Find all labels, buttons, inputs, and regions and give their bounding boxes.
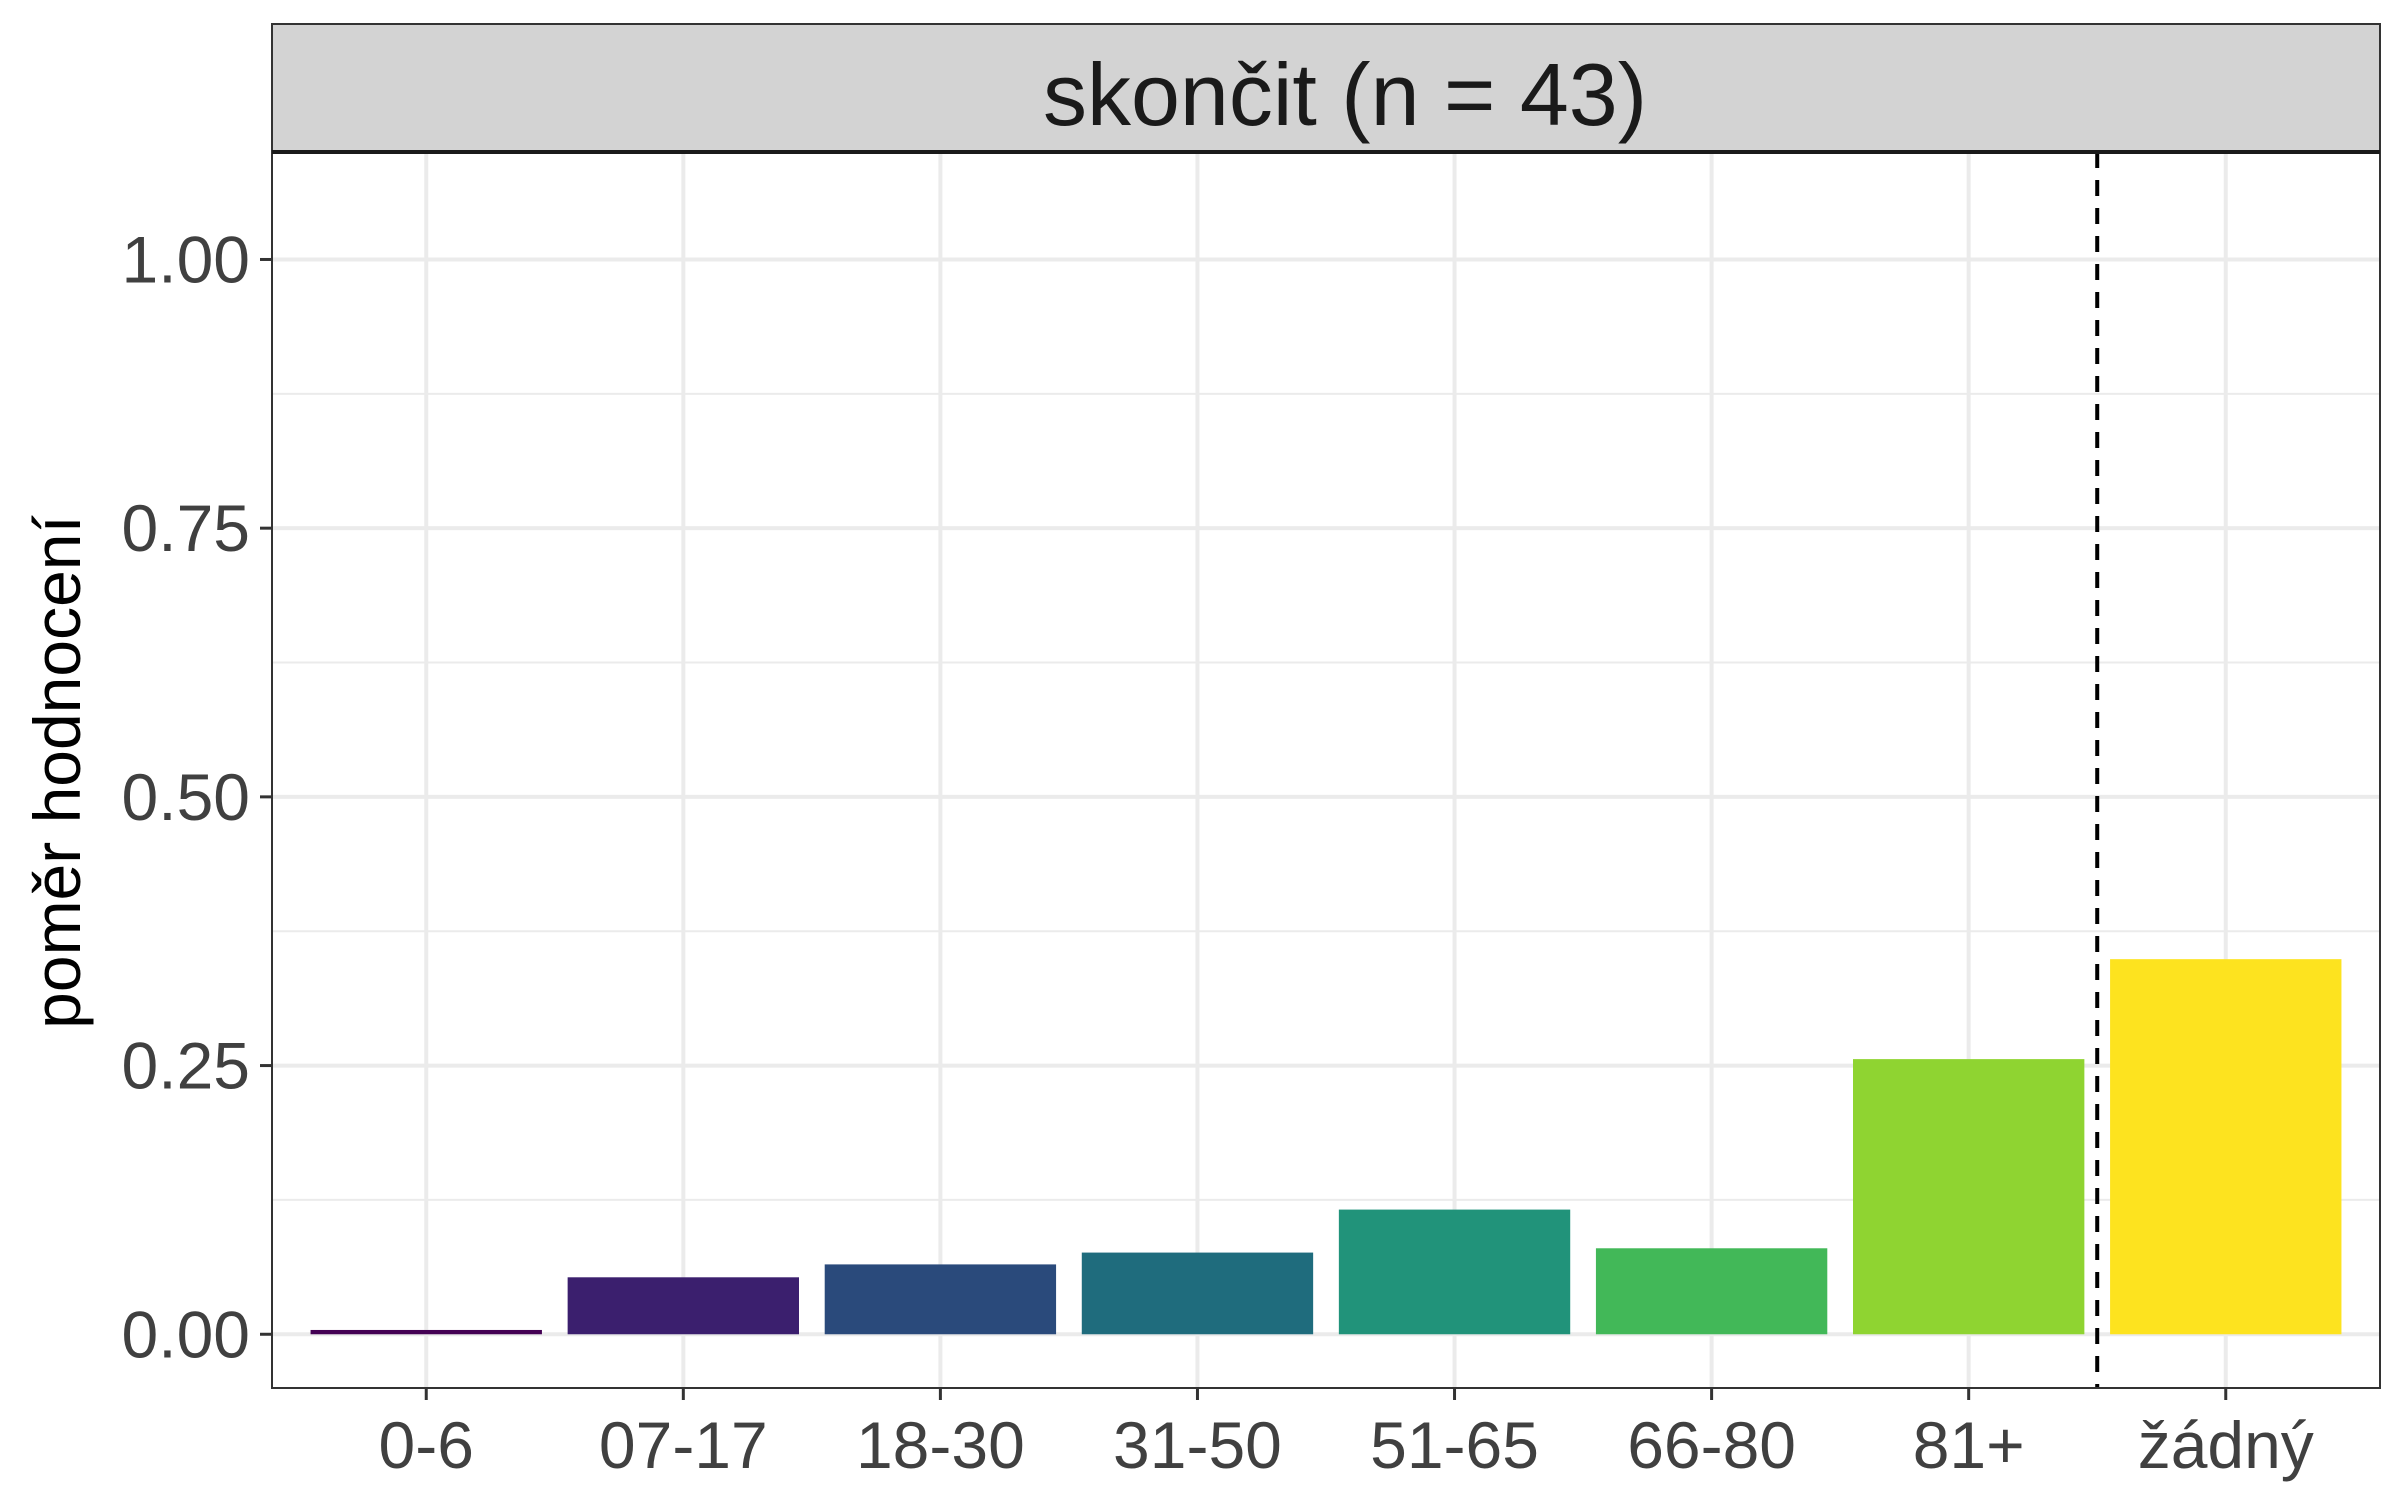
y-axis-title: poměr hodnocení xyxy=(20,514,94,1028)
bar-66-80 xyxy=(1595,1248,1828,1335)
y-tick-label: 0.00 xyxy=(122,1297,250,1371)
x-tick-label: 66-80 xyxy=(1627,1408,1796,1482)
y-tick-label: 0.50 xyxy=(122,760,250,834)
x-tick-label: 18-30 xyxy=(856,1408,1025,1482)
bar-31-50 xyxy=(1081,1252,1314,1335)
y-tick-label: 0.25 xyxy=(122,1029,250,1103)
bar-žádný xyxy=(2110,959,2342,1335)
x-tick-label: 07-17 xyxy=(599,1408,768,1482)
y-tick-label: 0.75 xyxy=(122,491,250,565)
x-axis: 0-6 07-17 18-30 31-50 51-65 66-80 81+ žádný xyxy=(379,1388,2314,1482)
bar-81+ xyxy=(1853,1059,2085,1335)
bar-51-65 xyxy=(1338,1209,1571,1335)
facet-title: skončit (n = 43) xyxy=(1043,45,1647,144)
x-tick-label: 0-6 xyxy=(379,1408,474,1482)
bars xyxy=(310,959,2342,1335)
facet-strip: skončit (n = 43) xyxy=(271,23,2381,154)
x-tick-label: žádný xyxy=(2138,1408,2314,1482)
facet-strip-background xyxy=(271,23,2381,153)
y-axis: 0.00 0.25 0.50 0.75 1.00 xyxy=(122,222,272,1371)
bar-07-17 xyxy=(567,1277,799,1335)
bar-18-30 xyxy=(824,1264,1057,1335)
grid-lines xyxy=(272,152,2380,1388)
x-tick-label: 81+ xyxy=(1913,1408,2025,1482)
x-tick-label: 31-50 xyxy=(1113,1408,1282,1482)
y-tick-label: 1.00 xyxy=(122,222,250,296)
bar-0-6 xyxy=(310,1329,542,1335)
x-tick-label: 51-65 xyxy=(1370,1408,1539,1482)
